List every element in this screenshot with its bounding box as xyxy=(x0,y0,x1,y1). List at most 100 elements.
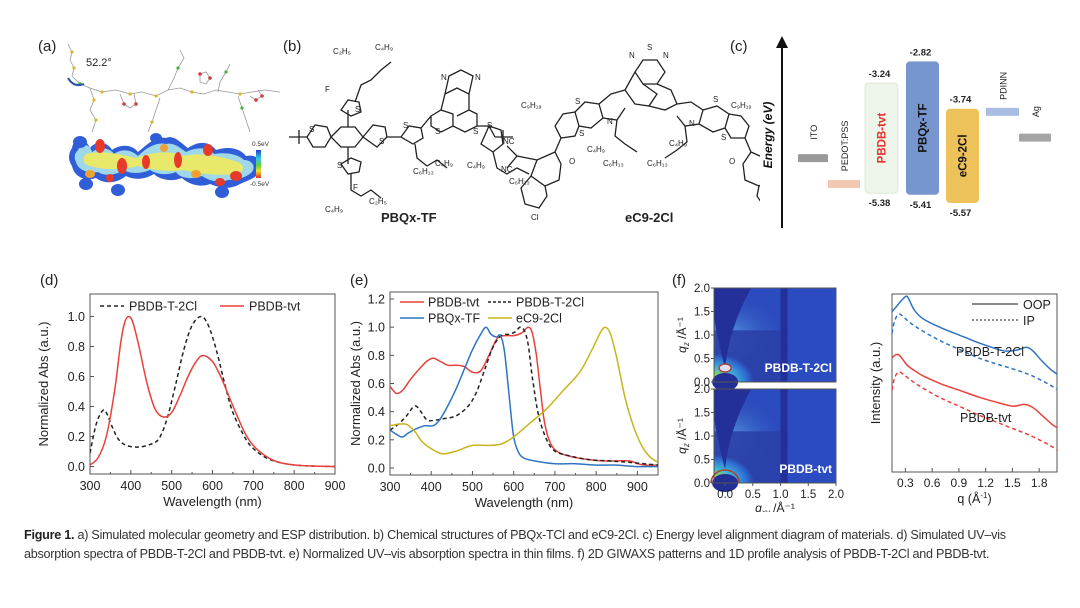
y-tick-label: 0.4 xyxy=(68,400,85,414)
x-axis-label: q (Å-1) xyxy=(957,491,991,506)
x-tick-label: 1.5 xyxy=(800,489,816,501)
y-tick-label: 0.6 xyxy=(368,377,385,391)
x-axis-label: Wavelength (nm) xyxy=(475,495,574,510)
x-tick-label: 0.9 xyxy=(951,476,968,490)
x-tick-label: 600 xyxy=(503,480,524,494)
level-ec9-2cl-label: eC9-2Cl xyxy=(958,134,970,177)
panel-label-c: (c) xyxy=(730,38,748,55)
level-pbqx-tf-homo-value: -5.41 xyxy=(910,200,932,211)
svg-text:C₄H₉: C₄H₉ xyxy=(587,145,605,154)
x-tick-label: 900 xyxy=(627,480,648,494)
ball-and-stick-model xyxy=(67,43,281,133)
map-detector-gap xyxy=(780,288,788,382)
legend-label: PBDB-tvt xyxy=(428,296,480,310)
y-axis-label-q: q xyxy=(676,447,689,454)
x-tick-label: 500 xyxy=(161,479,182,493)
svg-text:C₄H₉: C₄H₉ xyxy=(325,205,343,214)
x-tick-label: 1.5 xyxy=(1004,476,1021,490)
y-tick-label: 0.5 xyxy=(694,455,710,467)
series-line-pbdb-tvt-ip xyxy=(891,371,1058,451)
svg-text:S: S xyxy=(435,127,440,136)
legend-label: eC9-2Cl xyxy=(516,312,562,326)
annotation-pbdb-t-2cl: PBDB-T-2Cl xyxy=(956,345,1024,359)
svg-text:N: N xyxy=(475,73,481,82)
map-missing-wedge xyxy=(714,389,752,469)
x-axis-label-close: ) xyxy=(987,492,991,506)
level-ag-label: Ag xyxy=(1031,106,1041,117)
svg-text:S: S xyxy=(403,121,408,130)
svg-text:C₆H₁₃: C₆H₁₃ xyxy=(603,159,624,168)
figure-caption: Figure 1. a) Simulated molecular geometr… xyxy=(24,526,1064,564)
svg-text:NC: NC xyxy=(503,137,515,146)
svg-text:S: S xyxy=(579,129,584,138)
map-label: PBDB-tvt xyxy=(779,462,832,476)
legend-label: PBDB-T-2Cl xyxy=(516,296,584,310)
x-axis-label-sup: -1 xyxy=(980,491,988,500)
level-ito-label: ITO xyxy=(809,125,819,140)
svg-text:S: S xyxy=(309,125,314,134)
svg-text:C₄H₉: C₄H₉ xyxy=(669,139,687,148)
level-pdinn-bar xyxy=(986,107,1019,116)
y-tick-label: 0.8 xyxy=(68,340,85,354)
map-peak-ring xyxy=(710,469,740,484)
x-tick-label: 700 xyxy=(544,480,565,494)
svg-text:F: F xyxy=(353,183,358,192)
svg-text:C₂H₅: C₂H₅ xyxy=(369,197,387,206)
map-peak xyxy=(718,363,732,373)
x-axis-label: Wavelength (nm) xyxy=(163,494,262,509)
level-ec9-2cl-bar xyxy=(946,108,979,203)
map-detector-gap xyxy=(780,389,788,483)
y-tick-label: 1.0 xyxy=(694,330,710,342)
level-pdinn-label: PDINN xyxy=(999,72,1009,100)
y-axis-label: Normalized Abs (a.u.) xyxy=(350,321,363,446)
x-tick-label: 400 xyxy=(421,480,442,494)
legend-label: PBQx-TF xyxy=(428,312,480,326)
y-tick-label: 0.5 xyxy=(694,354,710,366)
svg-text:S: S xyxy=(721,133,726,142)
svg-text:N: N xyxy=(607,117,613,126)
y-tick-label: 0.0 xyxy=(694,377,710,389)
plot-frame xyxy=(89,293,336,475)
level-ito-bar xyxy=(798,154,828,163)
y-axis-label-unit: /Å⁻¹ xyxy=(676,317,689,342)
level-pbqx-tf-bar xyxy=(906,61,939,195)
legend-label: OOP xyxy=(1023,298,1051,312)
chart-e-uvvis-films: 300 400 500 600 700 800 900 0.0 0.2 0.4 0.6 0.8 1.0 1… xyxy=(350,291,659,510)
x-axis-label: qxy /Å⁻¹ xyxy=(755,500,795,512)
x-tick-label: 500 xyxy=(462,480,483,494)
caption-text: a) Simulated molecular geometry and ESP … xyxy=(24,528,1006,561)
caption-label: Figure 1. xyxy=(24,528,75,542)
y-tick-label: 1.5 xyxy=(694,307,710,319)
x-tick-label: 900 xyxy=(325,479,346,493)
svg-text:C₆H₁₃: C₆H₁₃ xyxy=(509,177,530,186)
y-axis-label-q: q xyxy=(676,346,689,353)
colorbar-max-label: 0.5eV xyxy=(252,141,270,148)
x-tick-label: 600 xyxy=(202,479,223,493)
y-axis-label: qz /Å⁻¹ xyxy=(676,317,691,353)
y-axis-label: qz /Å⁻¹ xyxy=(676,418,691,454)
x-axis-label-sub: xy xyxy=(761,508,771,512)
level-pbdb-tvt-homo-value: -5.38 xyxy=(869,198,891,209)
molecular-geometry-figure: 52.2° 0.5eV -0.5eV xyxy=(67,43,281,198)
legend-label: IP xyxy=(1023,314,1035,328)
svg-text:S: S xyxy=(337,161,342,170)
y-tick-label: 0.6 xyxy=(68,370,85,384)
svg-text:N: N xyxy=(441,73,447,82)
svg-text:S: S xyxy=(713,95,718,104)
svg-text:Cl: Cl xyxy=(531,213,539,222)
y-tick-label: 0.2 xyxy=(68,430,85,444)
level-ec9-2cl-homo-value: -5.57 xyxy=(950,208,972,219)
svg-text:C₆H₁₃: C₆H₁₃ xyxy=(647,159,668,168)
x-tick-label: 300 xyxy=(380,480,401,494)
y-tick-label: 1.0 xyxy=(68,310,85,324)
svg-text:C₄H₉: C₄H₉ xyxy=(467,161,485,170)
series-line-pbqx-tf xyxy=(390,326,658,468)
torsion-angle-arc xyxy=(67,77,85,87)
level-pedot-pss-label: PEDOT:PSS xyxy=(840,121,850,172)
series-line-pbdb-t-2cl xyxy=(390,326,658,466)
x-tick-label: 800 xyxy=(284,479,305,493)
